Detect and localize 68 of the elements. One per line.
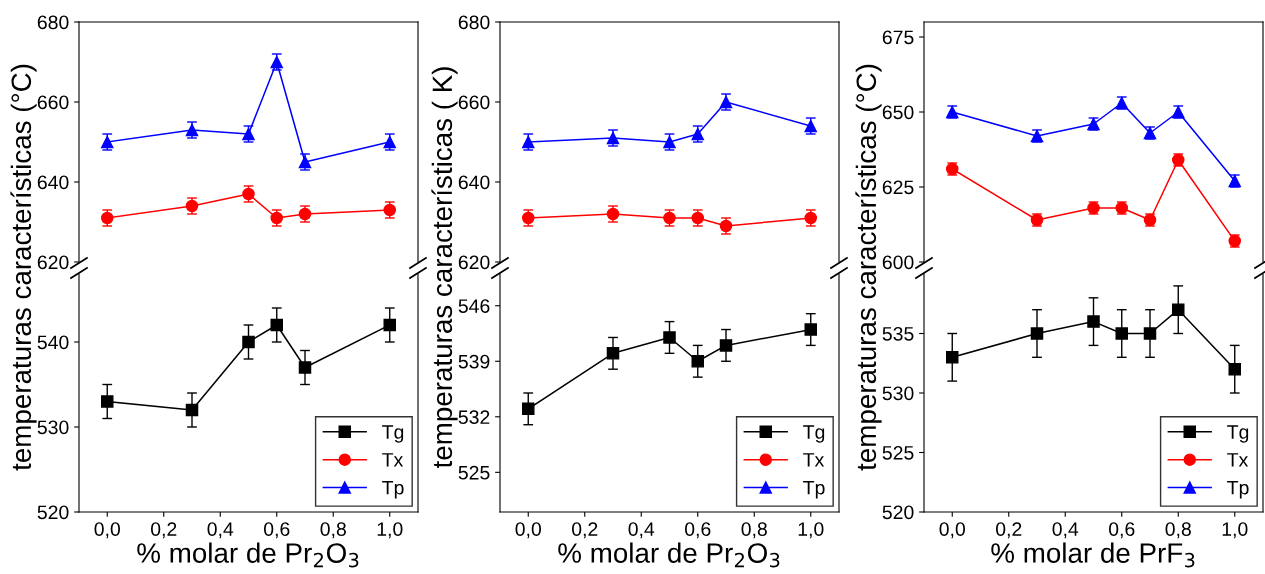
y-tick-label: 620: [458, 255, 490, 270]
y-tick-label: 520: [37, 505, 69, 520]
y-tick-label: 620: [37, 255, 69, 270]
x-tick-label: 1,0: [1222, 522, 1248, 539]
x-tick-label: 0,6: [1109, 522, 1135, 539]
y-tick-label: 675: [882, 30, 914, 45]
point: [383, 318, 397, 332]
y-tick-label: 520: [882, 505, 914, 520]
y-tick-label: 535: [882, 326, 914, 341]
point: [1115, 327, 1129, 340]
point: [270, 318, 284, 332]
x-axis-title: % molar de PrF$_{3}$: [991, 542, 1195, 568]
x-tick-label: 1,0: [798, 522, 824, 539]
x-tick-label: 0,0: [515, 522, 542, 539]
y-axis-title: temperaturas características (°C): [10, 64, 37, 471]
x-tick-label: 0,6: [685, 522, 711, 539]
point: [1171, 303, 1185, 316]
x-tick-label: 0,4: [1052, 522, 1079, 539]
point: [663, 331, 676, 344]
y-tick-label: 600: [882, 255, 914, 270]
y-tick-label: 660: [458, 95, 490, 110]
y-axis-title: temperaturas características (°C): [855, 64, 882, 471]
y-tick-label: 539: [458, 354, 490, 369]
y-tick-label: 525: [458, 465, 490, 480]
x-axis-title: % molar de Pr$_{2}$O$_{3}$: [137, 542, 359, 568]
x-tick-label: 0,0: [939, 522, 966, 539]
y-tick-label: 640: [37, 175, 69, 190]
y-tick-label: 680: [458, 15, 490, 30]
y-tick-label: 540: [37, 335, 69, 350]
legend-label: Tg: [382, 425, 404, 443]
y-tick-label: 530: [37, 420, 69, 435]
x-tick-label: 0,8: [1165, 522, 1191, 539]
x-tick-label: 0,8: [320, 522, 346, 539]
x-tick-label: 0,2: [151, 522, 177, 539]
y-axis-title: temperaturas características ( K): [431, 67, 458, 469]
legend-label: Tp: [1227, 480, 1249, 499]
point: [1087, 315, 1100, 328]
legend-label: Tp: [382, 480, 404, 499]
y-tick-label: 625: [882, 180, 914, 195]
x-axis-title: % molar de Pr$_{2}$O$_{3}$: [558, 542, 780, 568]
x-tick-label: 0,0: [94, 522, 121, 539]
x-tick-label: 0,6: [264, 522, 290, 539]
legend-label: Tg: [803, 425, 825, 443]
y-tick-label: 640: [458, 175, 490, 190]
y-tick-label: 680: [37, 15, 69, 30]
x-tick-label: 0,4: [207, 522, 234, 539]
y-tick-label: 532: [458, 410, 490, 425]
y-tick-label: 546: [458, 299, 490, 313]
y-tick-label: 525: [882, 445, 914, 460]
legend-label: Tp: [803, 480, 825, 499]
y-tick-label: 530: [882, 386, 914, 401]
y-tick-label: 660: [37, 95, 69, 110]
legend-label: Tx: [1227, 453, 1249, 467]
legend-label: Tg: [1227, 425, 1249, 443]
point: [804, 323, 818, 336]
legend-label: Tx: [382, 453, 404, 467]
point: [691, 355, 705, 368]
y-tick-label: 650: [882, 105, 914, 120]
x-tick-label: 0,2: [572, 522, 598, 539]
legend-label: Tx: [803, 453, 825, 467]
point: [100, 395, 114, 408]
x-tick-label: 0,4: [628, 522, 655, 539]
point: [945, 351, 959, 364]
x-tick-label: 1,0: [377, 522, 403, 539]
point: [521, 402, 535, 416]
x-tick-label: 0,2: [996, 522, 1022, 539]
x-tick-label: 0,8: [741, 522, 767, 539]
point: [242, 335, 255, 349]
